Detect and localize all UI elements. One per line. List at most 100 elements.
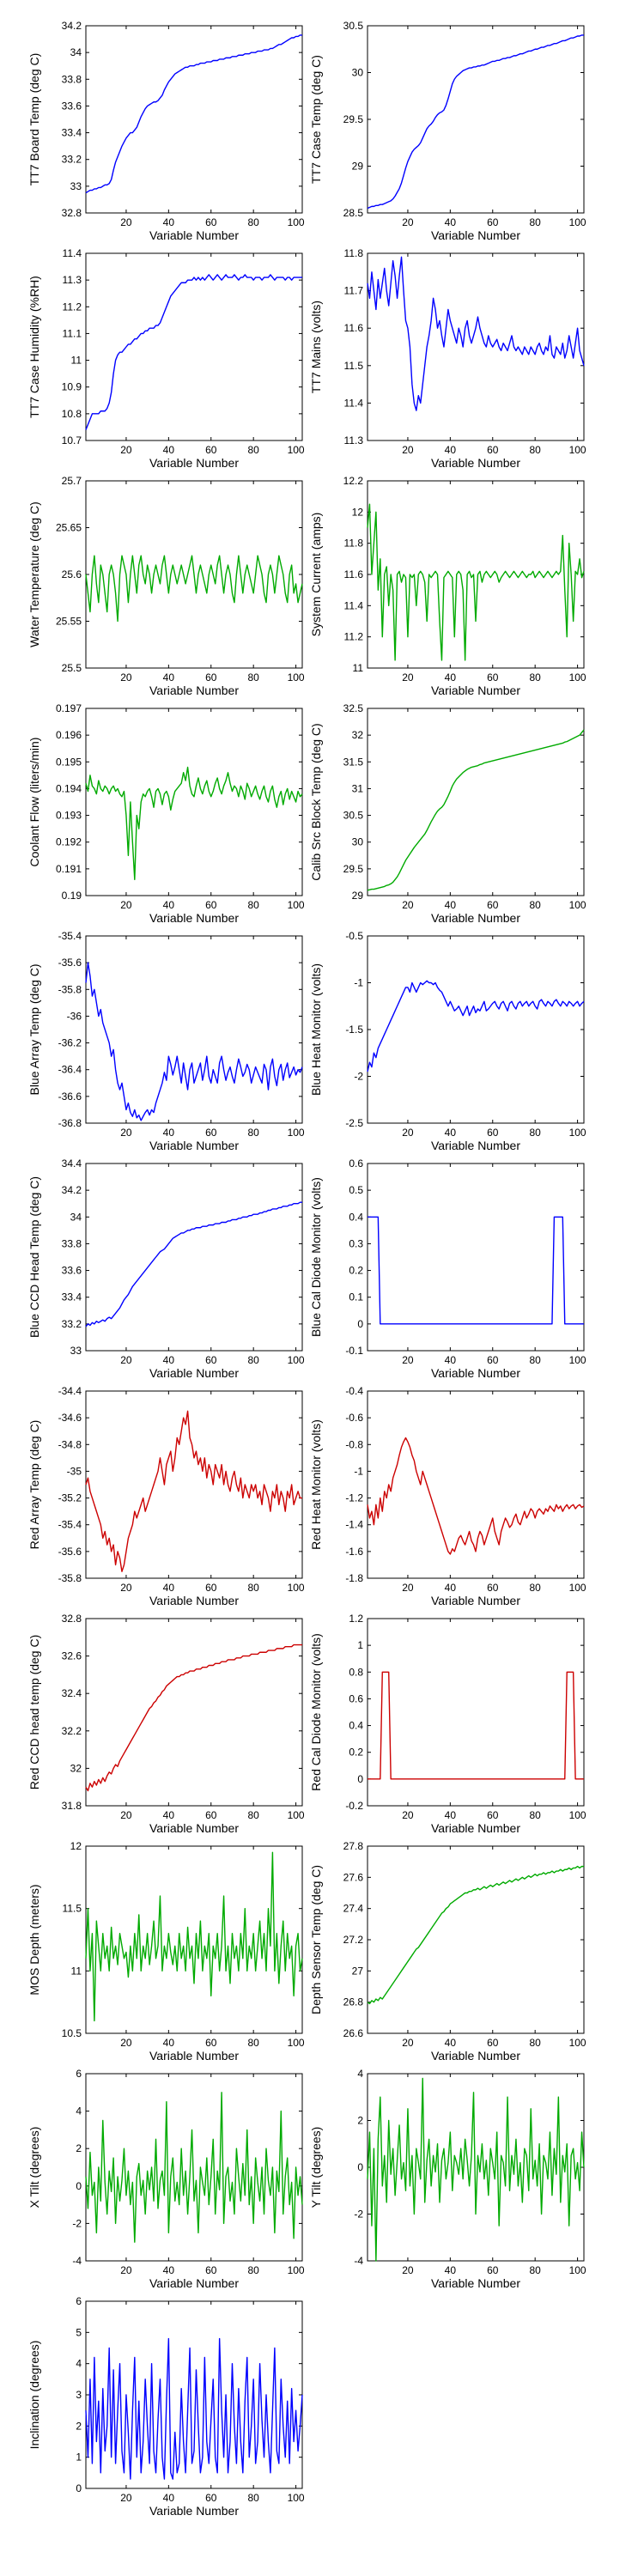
y-tick-label: 32.4	[62, 1687, 82, 1699]
y-tick-label: 4	[76, 2105, 82, 2117]
y-axis-label: TT7 Board Temp (deg C)	[27, 53, 41, 186]
chart-panel: 20 40 60 80 100 -2.5 -2 -1.5 -1 -0.5 Variable Numb…	[309, 930, 586, 1152]
plot-area	[367, 708, 585, 896]
series-line	[367, 1437, 585, 1555]
x-tick-label: 80	[247, 2264, 259, 2276]
x-axis-label: Variable Number	[431, 1139, 520, 1152]
plot-area	[85, 2073, 303, 2262]
series-line	[367, 256, 585, 411]
x-tick-label: 40	[163, 1354, 175, 1366]
x-tick-label: 80	[529, 1582, 541, 1594]
x-tick-label: 20	[120, 444, 132, 456]
x-tick-label: 40	[163, 216, 175, 228]
y-tick-label: 0.19	[62, 890, 82, 902]
plot-area	[367, 25, 585, 214]
x-tick-label: 80	[247, 1809, 259, 1821]
y-tick-label: 30.5	[343, 810, 364, 822]
x-tick-label: 100	[288, 899, 305, 911]
x-tick-label: 20	[402, 1809, 414, 1821]
chart-panel: 20 40 60 80 100 -0.2 0 0.2 0.4 0.6 0.8 1 1.2 Variable…	[309, 1613, 586, 1835]
chart-panel: 20 40 60 80 100 -36.8 -36.6 -36.4 -36.2 -36 -35.8 -…	[27, 930, 305, 1152]
x-tick-label: 40	[445, 899, 457, 911]
chart-panel: 20 40 60 80 100 32.8 33 33.2 33.4 33.6 33.8 34 34.2 V…	[27, 20, 305, 242]
y-tick-label: 11.3	[63, 274, 82, 286]
series-line	[367, 980, 585, 1072]
series-line	[368, 1671, 584, 1780]
x-tick-label: 80	[247, 1127, 259, 1139]
x-tick-label: 60	[205, 444, 217, 456]
x-tick-label: 20	[402, 899, 414, 911]
y-tick-label: -35.4	[58, 930, 82, 942]
x-axis-label: Variable Number	[149, 911, 239, 925]
y-tick-label: -36.6	[58, 1091, 82, 1103]
chart-panel: 20 40 60 80 100 10.7 10.8 10.9 11 11.1 11.2 11.3 11.…	[27, 247, 305, 470]
y-axis-label: Calib Src Block Temp (deg C)	[309, 723, 323, 880]
y-tick-label: 10.5	[62, 2027, 82, 2039]
plot-area	[85, 1618, 303, 1807]
y-tick-label: -35.8	[58, 983, 82, 995]
x-tick-label: 40	[163, 1582, 175, 1594]
x-tick-label: 80	[247, 2492, 259, 2504]
y-tick-label: -1.6	[345, 1546, 363, 1558]
y-tick-label: -0.4	[345, 1385, 363, 1397]
series-line	[85, 2337, 303, 2480]
y-tick-label: -35.8	[58, 1572, 82, 1584]
y-tick-label: 11.2	[63, 301, 82, 313]
x-tick-label: 60	[205, 2037, 217, 2049]
x-tick-label: 80	[529, 899, 541, 911]
y-tick-label: -0.1	[345, 1345, 363, 1357]
y-tick-label: -0.2	[345, 1800, 363, 1812]
series-line	[85, 274, 302, 430]
x-tick-label: 20	[120, 1809, 132, 1821]
y-tick-label: 0	[357, 2161, 363, 2173]
x-tick-label: 100	[569, 899, 586, 911]
y-axis-label: Blue Heat Monitor (volts)	[309, 963, 323, 1096]
y-tick-label: 11	[71, 355, 82, 367]
series-line	[85, 962, 303, 1121]
plot-area	[85, 1390, 303, 1579]
y-tick-label: -35.6	[58, 1546, 82, 1558]
y-tick-label: 33.4	[62, 127, 82, 139]
y-tick-label: 31.5	[343, 756, 364, 768]
y-axis-label: Depth Sensor Temp (deg C)	[309, 1865, 323, 2014]
y-tick-label: 30.5	[343, 20, 364, 32]
chart-panel: 20 40 60 80 100 -0.1 0 0.1 0.2 0.3 0.4 0.5 0.6 Variab…	[309, 1157, 586, 1380]
chart-panel: 20 40 60 80 100 33 33.2 33.4 33.6 33.8 34 34.2 34.4 V…	[27, 1157, 305, 1380]
x-axis-label: Variable Number	[431, 683, 520, 697]
y-tick-label: 6	[76, 2068, 82, 2080]
y-tick-label: 0.191	[56, 863, 82, 875]
y-tick-label: 11.8	[344, 247, 364, 259]
x-tick-label: 80	[529, 1354, 541, 1366]
x-tick-label: 40	[163, 2264, 175, 2276]
x-tick-label: 60	[205, 1354, 217, 1366]
y-tick-label: 27.4	[343, 1903, 364, 1915]
x-tick-label: 80	[247, 2037, 259, 2049]
x-tick-label: 80	[247, 899, 259, 911]
y-tick-label: 29	[352, 890, 364, 902]
series-line	[367, 1865, 584, 2005]
x-tick-label: 80	[247, 671, 259, 683]
y-tick-label: 0	[76, 2180, 82, 2192]
x-axis-label: Variable Number	[431, 456, 520, 470]
y-tick-label: 5	[76, 2326, 82, 2338]
y-tick-label: 12	[70, 1840, 82, 1852]
x-tick-label: 100	[569, 671, 586, 683]
x-tick-label: 20	[120, 1127, 132, 1139]
x-tick-label: 60	[487, 2037, 499, 2049]
y-tick-label: -35.6	[58, 957, 82, 969]
x-tick-label: 60	[487, 1582, 499, 1594]
y-tick-label: 1	[76, 2451, 82, 2464]
series-line	[367, 34, 584, 210]
chart-panel: 20 40 60 80 100 26.6 26.8 27 27.2 27.4 27.6 27.8 Var…	[309, 1840, 586, 2063]
y-tick-label: 11	[71, 1965, 82, 1977]
y-tick-label: 0	[357, 1318, 363, 1330]
y-tick-label: 33.8	[62, 1237, 82, 1249]
y-tick-label: 0.3	[349, 1237, 363, 1249]
y-tick-label: 30	[352, 67, 364, 79]
x-axis-label: Variable Number	[149, 683, 239, 697]
x-tick-label: 40	[163, 899, 175, 911]
x-tick-label: 100	[288, 671, 305, 683]
y-tick-label: 32.5	[343, 702, 364, 714]
y-tick-label: -35.4	[58, 1519, 82, 1531]
x-tick-label: 20	[120, 216, 132, 228]
